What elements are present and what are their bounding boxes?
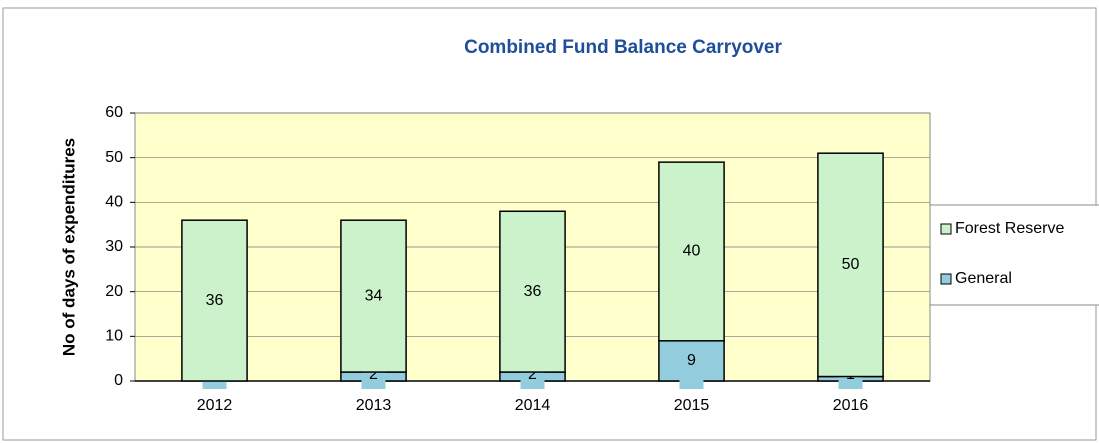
data-label: 34 <box>365 287 383 304</box>
y-tick-label: 20 <box>105 283 123 300</box>
y-tick-label: 60 <box>105 104 123 121</box>
legend-swatch <box>940 273 952 285</box>
data-label: 9 <box>687 352 696 369</box>
x-tick-label: 2015 <box>674 397 710 414</box>
x-tick-label: 2014 <box>515 397 551 414</box>
data-label: 2 <box>528 366 537 383</box>
x-tick-label: 2013 <box>356 397 392 414</box>
data-label-box <box>679 359 704 389</box>
chart-title: Combined Fund Balance Carryover <box>464 37 782 58</box>
x-tick-label: 2012 <box>197 397 233 414</box>
x-tick-label: 2016 <box>833 397 869 414</box>
y-tick-label: 0 <box>114 372 123 389</box>
legend-box <box>929 204 1099 306</box>
y-tick-label: 10 <box>105 328 123 345</box>
data-label: 36 <box>524 283 542 300</box>
legend-label: Forest Reserve <box>955 220 1064 237</box>
bar-segment <box>817 152 884 378</box>
data-label: 36 <box>206 292 224 309</box>
y-tick-label: 30 <box>105 238 123 255</box>
legend-swatch <box>940 223 952 235</box>
legend-label: General <box>955 270 1012 287</box>
bar-segment <box>499 210 566 373</box>
y-axis-label: No of days of expenditures <box>59 138 78 356</box>
data-label: 40 <box>683 243 701 260</box>
bar-segment <box>181 219 248 382</box>
y-tick-label: 50 <box>105 149 123 166</box>
bar-segment <box>658 161 725 342</box>
y-tick-label: 40 <box>105 194 123 211</box>
data-label: 50 <box>842 256 860 273</box>
data-label: 2 <box>369 366 378 383</box>
bar-segment <box>340 219 407 373</box>
